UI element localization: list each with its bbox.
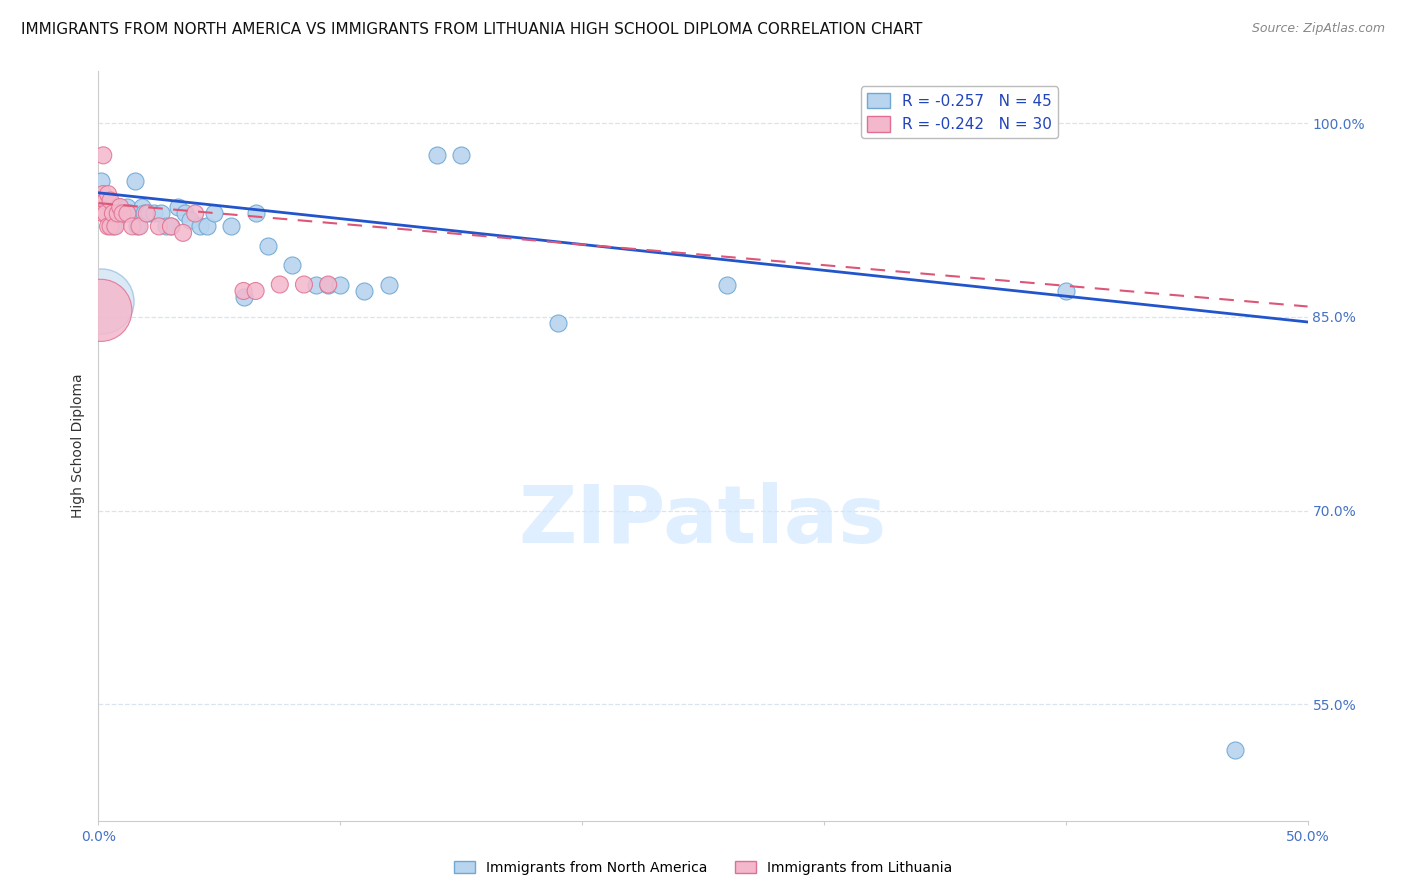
Point: [281, 258, 304, 272]
Point: [111, 206, 134, 220]
Point: [305, 277, 328, 292]
Point: [148, 219, 170, 234]
Point: [269, 277, 291, 292]
Point: [100, 219, 122, 234]
Point: [90, 194, 112, 208]
Point: [155, 219, 177, 234]
Point: [121, 219, 143, 234]
Point: [108, 206, 131, 220]
Point: [124, 174, 146, 188]
Point: [91, 148, 114, 162]
Point: [107, 200, 129, 214]
Point: [426, 148, 449, 162]
Point: [160, 219, 183, 234]
Point: [94, 206, 117, 220]
Point: [450, 148, 472, 162]
Point: [134, 206, 156, 220]
Point: [131, 200, 153, 214]
Text: ZIPatlas: ZIPatlas: [519, 482, 887, 560]
Point: [377, 277, 399, 292]
Point: [101, 206, 124, 220]
Point: [174, 206, 197, 220]
Point: [104, 206, 127, 220]
Point: [886, 122, 908, 136]
Point: [256, 239, 278, 253]
Point: [108, 200, 131, 214]
Point: [90, 174, 112, 188]
Point: [184, 206, 207, 220]
Point: [104, 219, 127, 234]
Point: [90, 200, 112, 214]
Point: [316, 277, 339, 292]
Point: [91, 187, 114, 202]
Point: [172, 226, 194, 240]
Point: [138, 206, 160, 220]
Point: [1223, 742, 1246, 756]
Point: [135, 206, 157, 220]
Point: [160, 219, 183, 234]
Point: [316, 277, 339, 292]
Point: [111, 206, 134, 220]
Point: [150, 206, 173, 220]
Point: [204, 206, 226, 220]
Point: [245, 206, 267, 220]
Point: [97, 187, 120, 202]
Point: [128, 219, 150, 234]
Legend: R = -0.257   N = 45, R = -0.242   N = 30: R = -0.257 N = 45, R = -0.242 N = 30: [860, 87, 1059, 138]
Point: [101, 219, 124, 234]
Point: [232, 290, 254, 304]
Point: [245, 284, 267, 298]
Point: [143, 206, 166, 220]
Point: [118, 206, 141, 220]
Y-axis label: High School Diploma: High School Diploma: [72, 374, 86, 518]
Point: [353, 284, 375, 298]
Point: [100, 206, 122, 220]
Text: IMMIGRANTS FROM NORTH AMERICA VS IMMIGRANTS FROM LITHUANIA HIGH SCHOOL DIPLOMA C: IMMIGRANTS FROM NORTH AMERICA VS IMMIGRA…: [21, 22, 922, 37]
Point: [94, 194, 117, 208]
Point: [292, 277, 315, 292]
Point: [547, 316, 569, 330]
Point: [127, 219, 149, 234]
Point: [1054, 284, 1077, 298]
Point: [167, 200, 190, 214]
Point: [94, 206, 117, 220]
Point: [91, 194, 114, 208]
Point: [329, 277, 352, 292]
Point: [90, 303, 112, 318]
Text: Source: ZipAtlas.com: Source: ZipAtlas.com: [1251, 22, 1385, 36]
Point: [107, 206, 129, 220]
Point: [100, 194, 122, 208]
Point: [91, 206, 114, 220]
Point: [90, 294, 112, 309]
Legend: Immigrants from North America, Immigrants from Lithuania: Immigrants from North America, Immigrant…: [449, 855, 957, 880]
Point: [232, 284, 254, 298]
Point: [114, 206, 136, 220]
Point: [97, 219, 120, 234]
Point: [117, 206, 139, 220]
Point: [221, 219, 243, 234]
Point: [195, 219, 218, 234]
Point: [716, 277, 738, 292]
Point: [117, 200, 139, 214]
Point: [179, 213, 201, 227]
Point: [97, 194, 120, 208]
Point: [188, 219, 211, 234]
